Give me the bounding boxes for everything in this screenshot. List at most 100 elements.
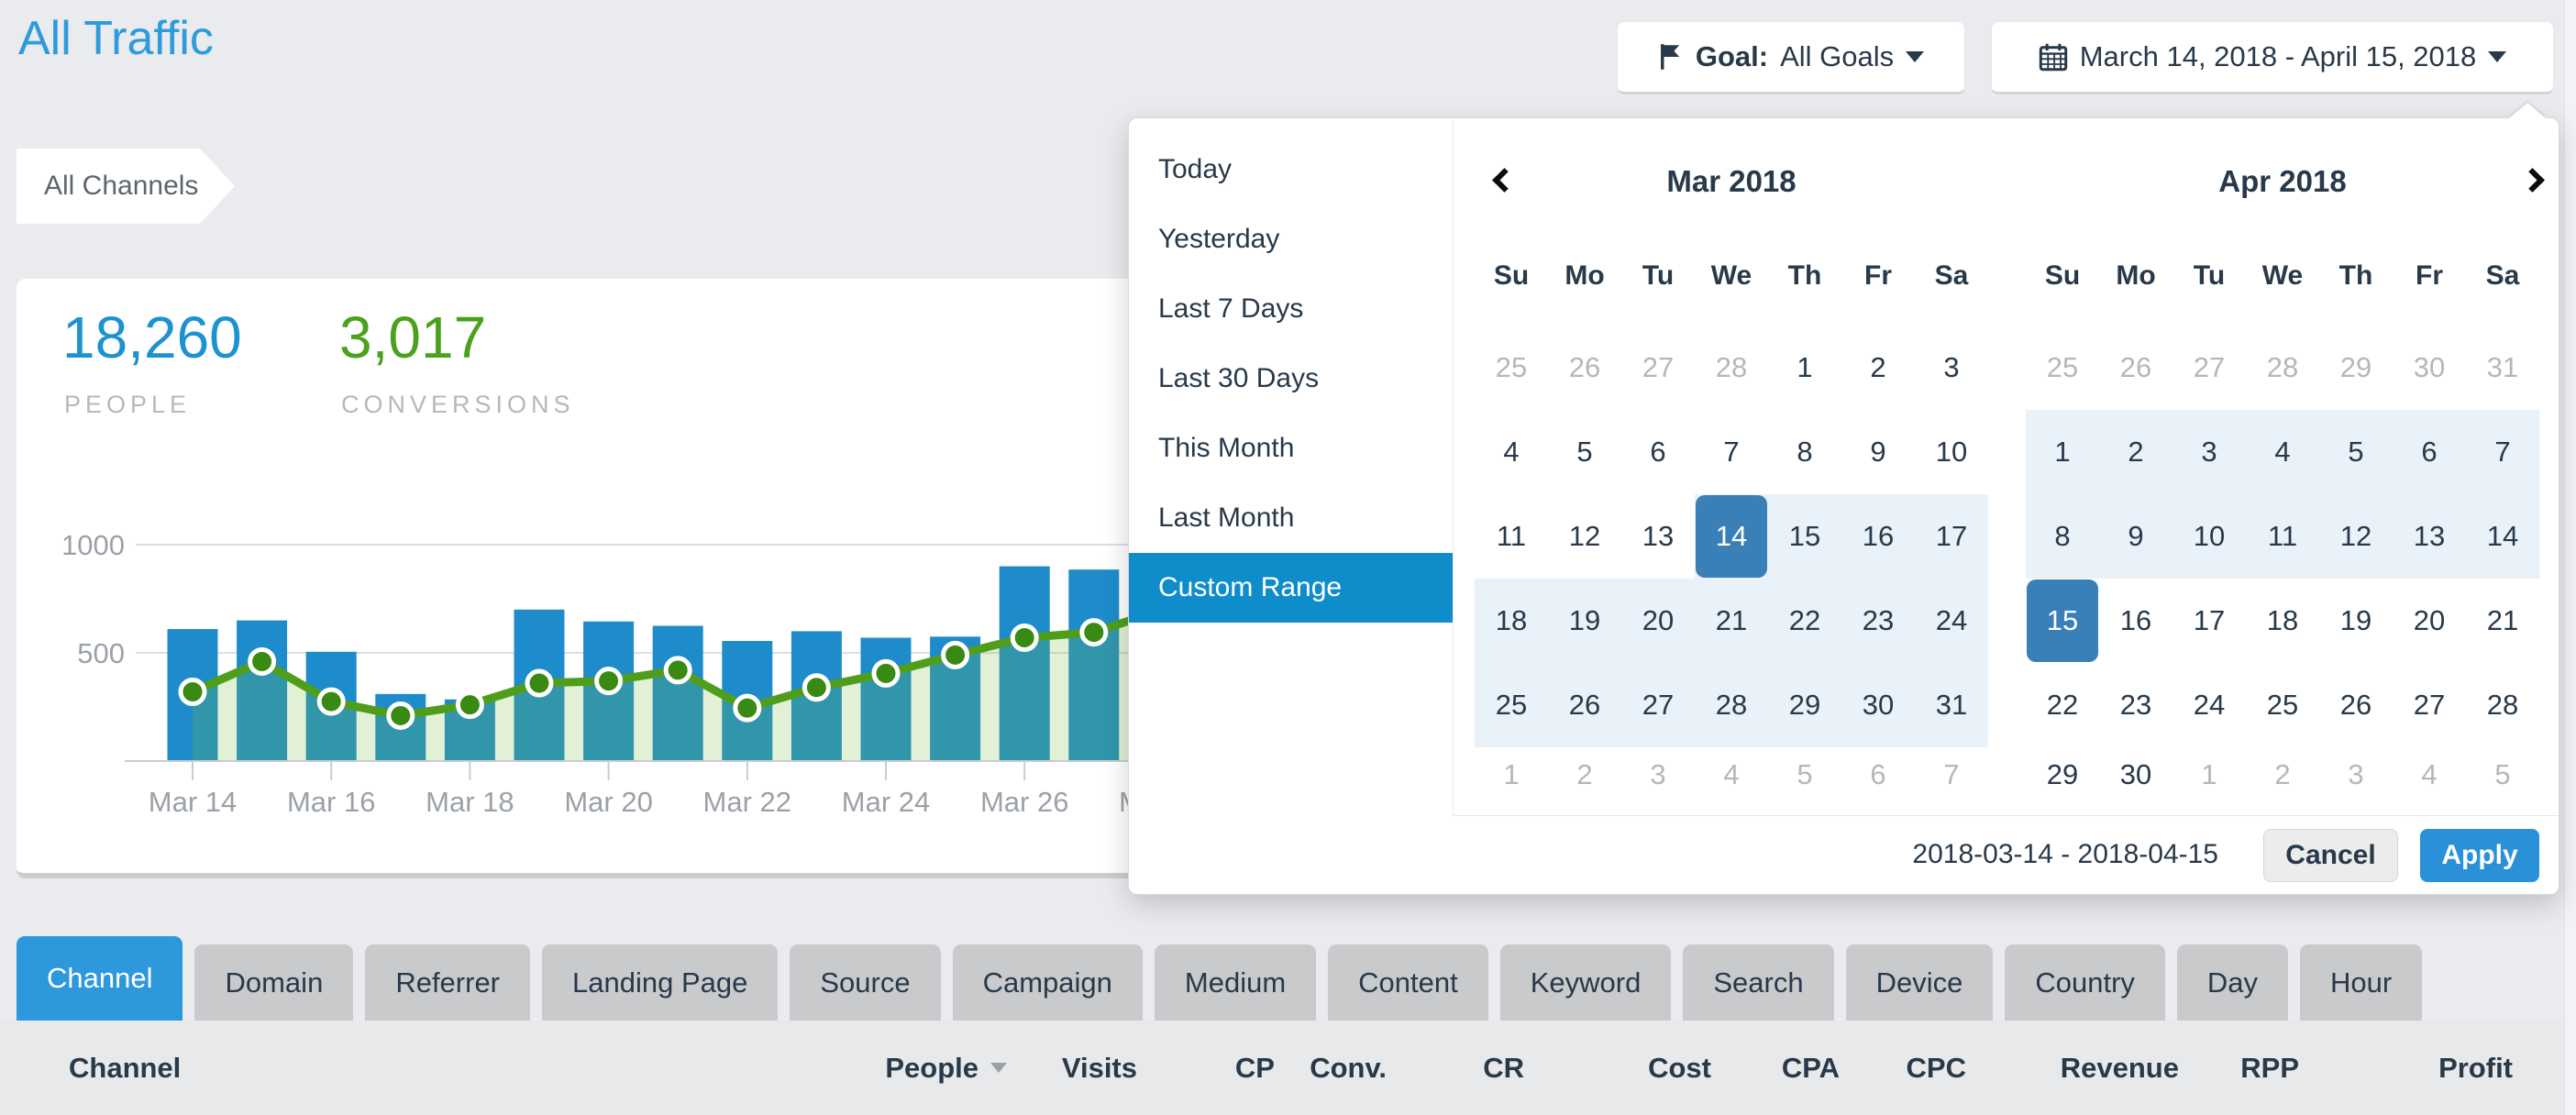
calendar-day[interactable]: 3 <box>1650 758 1666 790</box>
calendar-day[interactable]: 27 <box>2413 689 2446 721</box>
calendar-day[interactable]: 4 <box>1723 758 1740 790</box>
preset-last-30-days[interactable]: Last 30 Days <box>1158 363 1320 393</box>
tab-search[interactable]: Search <box>1683 944 1834 1021</box>
calendar-day[interactable]: 24 <box>1915 579 1988 663</box>
calendar-day[interactable]: 21 <box>1695 579 1768 663</box>
calendar-day[interactable]: 2 <box>2099 410 2172 494</box>
column-header-visits[interactable]: Visits <box>1061 1051 1137 1084</box>
calendar-day[interactable]: 6 <box>1650 436 1666 468</box>
calendar-day[interactable]: 4 <box>1503 436 1520 468</box>
calendar-day[interactable]: 8 <box>2026 494 2099 579</box>
calendar-day[interactable]: 11 <box>2246 494 2319 579</box>
calendar-day[interactable]: 1 <box>1797 351 1813 383</box>
column-header-rpp[interactable]: RPP <box>2240 1051 2299 1084</box>
preset-yesterday[interactable]: Yesterday <box>1158 224 1280 254</box>
calendar-day[interactable]: 28 <box>1715 351 1748 383</box>
tab-campaign[interactable]: Campaign <box>952 944 1143 1021</box>
tab-domain[interactable]: Domain <box>194 944 354 1021</box>
calendar-day[interactable]: 17 <box>1915 494 1988 579</box>
calendar-day[interactable]: 12 <box>1568 520 1601 552</box>
calendar-day[interactable]: 14 <box>1695 494 1768 579</box>
calendar-day[interactable]: 31 <box>2486 351 2519 383</box>
tab-keyword[interactable]: Keyword <box>1499 944 1672 1021</box>
calendar-day[interactable]: 26 <box>2119 351 2152 383</box>
calendar-day[interactable]: 5 <box>1576 436 1593 468</box>
calendar-day[interactable]: 24 <box>2193 689 2226 721</box>
calendar-day[interactable]: 23 <box>1841 579 1915 663</box>
calendar-day[interactable]: 18 <box>2266 604 2299 636</box>
calendar-day[interactable]: 5 <box>2319 410 2393 494</box>
calendar-day[interactable]: 12 <box>2319 494 2393 579</box>
column-header-cost[interactable]: Cost <box>1648 1051 1711 1084</box>
tab-source[interactable]: Source <box>790 944 941 1021</box>
column-header-cpc[interactable]: CPC <box>1906 1051 1966 1084</box>
calendar-day[interactable]: 21 <box>2486 604 2519 636</box>
calendar-day[interactable]: 15 <box>1768 494 1841 579</box>
calendar-day[interactable]: 29 <box>2339 351 2372 383</box>
calendar-day[interactable]: 27 <box>1642 351 1675 383</box>
calendar-day[interactable]: 3 <box>2348 758 2364 790</box>
column-header-channel[interactable]: Channel <box>69 1051 182 1084</box>
preset-today[interactable]: Today <box>1158 154 1233 184</box>
calendar-day[interactable]: 22 <box>2046 689 2079 721</box>
calendar-day[interactable]: 10 <box>2172 494 2246 579</box>
apply-button[interactable]: Apply <box>2420 829 2539 882</box>
calendar-day[interactable]: 6 <box>1870 758 1886 790</box>
calendar-day[interactable]: 10 <box>1935 436 1968 468</box>
column-header-revenue[interactable]: Revenue <box>2060 1051 2179 1084</box>
calendar-day[interactable]: 2 <box>2274 758 2291 790</box>
calendar-day[interactable]: 13 <box>2393 494 2466 579</box>
column-header-people[interactable]: People <box>885 1021 1007 1115</box>
calendar-day[interactable]: 15 <box>2026 579 2099 663</box>
tab-device[interactable]: Device <box>1845 944 1994 1021</box>
calendar-day[interactable]: 3 <box>2172 410 2246 494</box>
calendar-day[interactable]: 16 <box>1841 494 1915 579</box>
calendar-day[interactable]: 28 <box>2266 351 2299 383</box>
calendar-day[interactable]: 30 <box>2119 758 2152 790</box>
calendar-day[interactable]: 25 <box>2266 689 2299 721</box>
calendar-day[interactable]: 27 <box>1621 663 1695 747</box>
column-header-cr[interactable]: CR <box>1483 1051 1524 1084</box>
tab-medium[interactable]: Medium <box>1154 944 1317 1021</box>
calendar-day[interactable]: 20 <box>2413 604 2446 636</box>
calendar-day[interactable]: 13 <box>1642 520 1675 552</box>
calendar-day[interactable]: 29 <box>1768 663 1841 747</box>
column-header-cpa[interactable]: CPA <box>1781 1051 1840 1084</box>
calendar-day[interactable]: 9 <box>1870 436 1886 468</box>
tab-landing-page[interactable]: Landing Page <box>542 944 779 1021</box>
calendar-day[interactable]: 2 <box>1870 351 1886 383</box>
calendar-day[interactable]: 28 <box>2486 689 2519 721</box>
preset-last-month[interactable]: Last Month <box>1158 502 1295 533</box>
calendar-day[interactable]: 11 <box>1496 520 1527 552</box>
calendar-day[interactable]: 16 <box>2119 604 2152 636</box>
calendar-day[interactable]: 5 <box>1797 758 1813 790</box>
calendar-day[interactable]: 30 <box>2413 351 2446 383</box>
calendar-day[interactable]: 26 <box>1568 351 1601 383</box>
calendar-day[interactable]: 26 <box>2339 689 2372 721</box>
tab-day[interactable]: Day <box>2176 944 2289 1021</box>
tab-referrer[interactable]: Referrer <box>365 944 531 1021</box>
calendar-day[interactable]: 1 <box>1503 758 1520 790</box>
calendar-day[interactable]: 17 <box>2193 604 2226 636</box>
calendar-day[interactable]: 29 <box>2046 758 2079 790</box>
breadcrumb[interactable]: All Channels <box>17 149 235 224</box>
calendar-day[interactable]: 18 <box>1475 579 1548 663</box>
calendar-day[interactable]: 4 <box>2246 410 2319 494</box>
calendar-day[interactable]: 20 <box>1621 579 1695 663</box>
column-header-conv-[interactable]: Conv. <box>1310 1051 1387 1084</box>
calendar-day[interactable]: 19 <box>2339 604 2372 636</box>
calendar-day[interactable]: 25 <box>2046 351 2079 383</box>
preset-custom-range[interactable]: Custom Range <box>1129 553 1453 623</box>
calendar-day[interactable]: 25 <box>1475 663 1548 747</box>
calendar-day[interactable]: 14 <box>2466 494 2539 579</box>
calendar-day[interactable]: 6 <box>2393 410 2466 494</box>
calendar-day[interactable]: 1 <box>2201 758 2217 790</box>
calendar-day[interactable]: 7 <box>2466 410 2539 494</box>
calendar-day[interactable]: 27 <box>2193 351 2226 383</box>
calendar-day[interactable]: 25 <box>1495 351 1528 383</box>
calendar-day[interactable]: 26 <box>1548 663 1621 747</box>
calendar-day[interactable]: 9 <box>2099 494 2172 579</box>
tab-content[interactable]: Content <box>1328 944 1488 1021</box>
cancel-button[interactable]: Cancel <box>2263 829 2398 882</box>
calendar-day[interactable]: 23 <box>2119 689 2152 721</box>
